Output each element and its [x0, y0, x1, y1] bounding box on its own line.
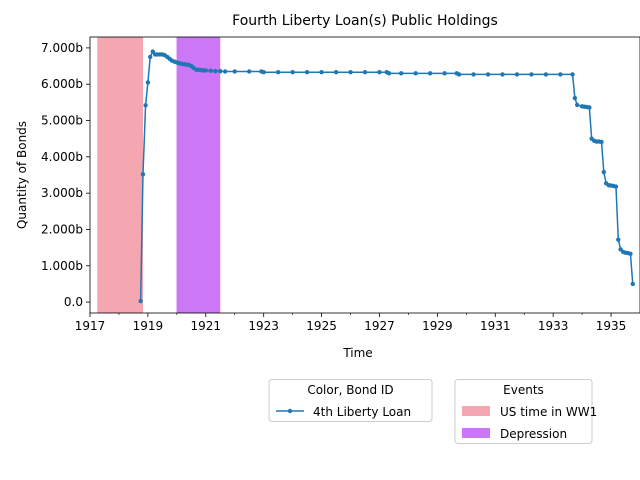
legend-one: Color, Bond ID	[268, 379, 433, 422]
x-tick-label: 1919	[133, 319, 164, 333]
y-tick-label: 4.000b	[41, 150, 83, 164]
data-point	[574, 102, 580, 108]
data-point	[543, 72, 549, 77]
data-point	[613, 184, 619, 189]
legend-two: Events US time in WW1 Depression	[454, 379, 597, 444]
data-point	[218, 68, 223, 74]
x-tick-label: 1933	[538, 319, 569, 333]
y-tick-label: 7.000b	[41, 41, 83, 55]
data-point	[471, 72, 476, 77]
event-spans	[97, 37, 221, 313]
y-tick-label: 6.000b	[41, 77, 83, 91]
legend-event-swatch-ww1	[462, 406, 490, 416]
y-axis-label: Quantity of Bonds	[15, 121, 29, 229]
data-point	[290, 70, 295, 75]
data-point	[333, 70, 339, 75]
data-point	[232, 69, 237, 74]
legend-events-title: Events	[503, 383, 544, 397]
data-point	[570, 72, 575, 77]
legend-series-row: 4th Liberty Loan	[276, 405, 411, 419]
data-point	[485, 72, 491, 77]
y-tick-label: 5.000b	[41, 114, 83, 128]
data-point	[208, 68, 213, 73]
y-tick-label: 3.000b	[41, 186, 83, 200]
y-axis: 0.0 1.000b 2.000b 3.000b 4.000b 5.000b 6.000b 7…	[41, 41, 90, 309]
chart-title: Fourth Liberty Loan(s) Public Holdings	[232, 13, 498, 29]
legend-series-label: 4th Liberty Loan	[313, 405, 411, 419]
x-tick-label: 1923	[248, 319, 279, 333]
plot-frame	[89, 36, 640, 314]
data-point	[377, 70, 382, 75]
event-span-1	[176, 37, 221, 313]
data-point	[222, 69, 228, 74]
x-tick-label: 1917	[75, 319, 106, 333]
data-point	[213, 68, 218, 74]
legend-one-frame	[268, 379, 433, 422]
data-point	[398, 71, 404, 76]
data-point	[529, 72, 534, 77]
x-tick-label: 1929	[422, 319, 453, 333]
data-point	[261, 70, 266, 75]
x-tick-label: 1935	[596, 319, 627, 333]
data-point	[628, 251, 633, 257]
legend-event-label-depression: Depression	[500, 427, 567, 441]
data-point	[456, 72, 462, 77]
data-point	[587, 105, 592, 110]
data-point	[143, 103, 148, 108]
data-point	[275, 70, 281, 75]
x-tick-label: 1927	[364, 319, 395, 333]
x-tick-label: 1921	[191, 319, 222, 333]
data-point	[145, 80, 151, 85]
legend-series-marker	[287, 408, 293, 414]
data-point	[630, 281, 635, 287]
data-point	[601, 169, 607, 175]
legend-event-label-ww1: US time in WW1	[500, 405, 597, 419]
x-axis: 1917 1919 1921 1923 1925 1927 1929 1931 1933 1935	[75, 313, 627, 333]
data-point	[304, 70, 310, 75]
data-point	[599, 139, 604, 145]
data-point	[140, 172, 146, 177]
data-point	[427, 71, 433, 76]
data-point	[413, 71, 418, 76]
x-tick-label: 1931	[480, 319, 511, 333]
data-point	[247, 69, 252, 74]
data-point	[319, 70, 324, 75]
y-tick-label: 1.000b	[41, 259, 83, 273]
x-axis-label: Time	[342, 346, 372, 360]
x-tick-label: 1925	[306, 319, 337, 333]
data-point	[203, 68, 208, 73]
data-point	[558, 72, 563, 77]
event-span-0	[97, 37, 143, 313]
data-point	[514, 72, 520, 77]
data-point	[348, 70, 353, 75]
data-point	[500, 72, 505, 77]
data-point	[616, 237, 621, 242]
legend-events-frame	[454, 379, 593, 444]
data-point	[362, 70, 368, 75]
legend-series-title: Color, Bond ID	[307, 383, 393, 397]
data-point	[138, 298, 143, 304]
data-point	[386, 71, 392, 76]
y-tick-label: 0.0	[64, 295, 83, 309]
y-tick-label: 2.000b	[41, 222, 83, 236]
series-layer	[138, 49, 635, 304]
data-point	[148, 54, 153, 60]
data-point	[572, 95, 578, 101]
legend-event-swatch-depression	[462, 428, 490, 438]
data-point	[442, 71, 447, 76]
